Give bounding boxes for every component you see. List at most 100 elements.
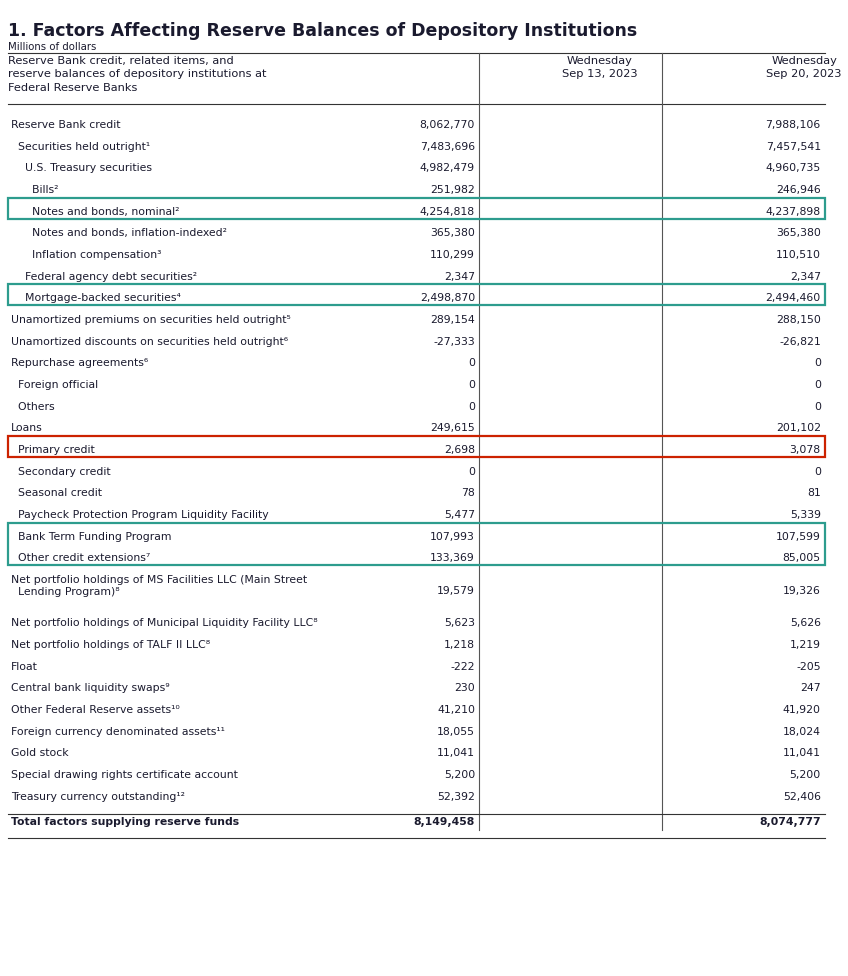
Text: 289,154: 289,154: [430, 315, 475, 325]
Text: Wednesday
Sep 13, 2023: Wednesday Sep 13, 2023: [562, 56, 638, 79]
Text: 4,254,818: 4,254,818: [420, 207, 475, 217]
Text: Federal agency debt securities²: Federal agency debt securities²: [11, 271, 197, 282]
Text: 107,993: 107,993: [430, 532, 475, 542]
Text: 2,698: 2,698: [444, 445, 475, 455]
Text: 5,339: 5,339: [789, 510, 821, 520]
Text: 19,579: 19,579: [437, 586, 475, 596]
Text: 41,920: 41,920: [783, 705, 821, 715]
Text: 11,041: 11,041: [437, 749, 475, 758]
Text: 78: 78: [461, 488, 475, 499]
Text: 133,369: 133,369: [430, 553, 475, 563]
Text: 3,078: 3,078: [789, 445, 821, 455]
Text: 8,149,458: 8,149,458: [414, 817, 475, 827]
Text: Wednesday
Sep 20, 2023: Wednesday Sep 20, 2023: [767, 56, 842, 79]
Text: 288,150: 288,150: [776, 315, 821, 325]
Bar: [8, 522, 825, 565]
Text: 8,074,777: 8,074,777: [759, 817, 821, 827]
Bar: [8, 197, 825, 219]
Text: Other Federal Reserve assets¹⁰: Other Federal Reserve assets¹⁰: [11, 705, 180, 715]
Text: U.S. Treasury securities: U.S. Treasury securities: [11, 163, 152, 174]
Text: Net portfolio holdings of TALF II LLC⁸: Net portfolio holdings of TALF II LLC⁸: [11, 640, 210, 650]
Text: Central bank liquidity swaps⁹: Central bank liquidity swaps⁹: [11, 683, 170, 693]
Text: 365,380: 365,380: [776, 228, 821, 238]
Bar: [8, 436, 825, 457]
Text: Secondary credit: Secondary credit: [11, 467, 110, 476]
Text: 41,210: 41,210: [437, 705, 475, 715]
Text: Reserve Bank credit, related items, and
reserve balances of depository instituti: Reserve Bank credit, related items, and …: [8, 56, 267, 93]
Text: 0: 0: [468, 380, 475, 390]
Text: 251,982: 251,982: [430, 185, 475, 195]
Text: 110,510: 110,510: [776, 250, 821, 260]
Text: Special drawing rights certificate account: Special drawing rights certificate accou…: [11, 770, 237, 780]
Text: Net portfolio holdings of Municipal Liquidity Facility LLC⁸: Net portfolio holdings of Municipal Liqu…: [11, 619, 317, 629]
Text: Primary credit: Primary credit: [11, 445, 95, 455]
Text: 11,041: 11,041: [783, 749, 821, 758]
Text: 0: 0: [468, 402, 475, 412]
Text: 4,982,479: 4,982,479: [420, 163, 475, 174]
Text: 230: 230: [455, 683, 475, 693]
Text: 7,483,696: 7,483,696: [420, 142, 475, 151]
Text: Unamortized discounts on securities held outright⁶: Unamortized discounts on securities held…: [11, 337, 288, 346]
Text: 52,392: 52,392: [437, 792, 475, 801]
Text: 365,380: 365,380: [430, 228, 475, 238]
Text: 5,626: 5,626: [789, 619, 821, 629]
Text: 1,219: 1,219: [789, 640, 821, 650]
Text: 0: 0: [814, 380, 821, 390]
Text: Notes and bonds, nominal²: Notes and bonds, nominal²: [11, 207, 179, 217]
Text: 0: 0: [814, 467, 821, 476]
Text: 0: 0: [814, 358, 821, 368]
Text: 1. Factors Affecting Reserve Balances of Depository Institutions: 1. Factors Affecting Reserve Balances of…: [8, 22, 638, 40]
Text: 18,055: 18,055: [437, 727, 475, 737]
Text: 247: 247: [801, 683, 821, 693]
Text: 4,237,898: 4,237,898: [766, 207, 821, 217]
Text: Millions of dollars: Millions of dollars: [8, 42, 97, 52]
Text: Net portfolio holdings of MS Facilities LLC (Main Street
  Lending Program)⁸: Net portfolio holdings of MS Facilities …: [11, 575, 307, 597]
Text: Gold stock: Gold stock: [11, 749, 69, 758]
Text: 0: 0: [468, 467, 475, 476]
Text: 19,326: 19,326: [783, 586, 821, 596]
Text: 2,347: 2,347: [789, 271, 821, 282]
Text: Mortgage-backed securities⁴: Mortgage-backed securities⁴: [11, 294, 181, 304]
Text: 18,024: 18,024: [783, 727, 821, 737]
Text: 81: 81: [807, 488, 821, 499]
Text: Paycheck Protection Program Liquidity Facility: Paycheck Protection Program Liquidity Fa…: [11, 510, 269, 520]
Text: 85,005: 85,005: [783, 553, 821, 563]
Text: Repurchase agreements⁶: Repurchase agreements⁶: [11, 358, 148, 368]
Text: Notes and bonds, inflation-indexed²: Notes and bonds, inflation-indexed²: [11, 228, 226, 238]
Text: 7,457,541: 7,457,541: [766, 142, 821, 151]
Text: 5,623: 5,623: [444, 619, 475, 629]
Text: Reserve Bank credit: Reserve Bank credit: [11, 120, 120, 130]
Text: Treasury currency outstanding¹²: Treasury currency outstanding¹²: [11, 792, 185, 801]
Text: Float: Float: [11, 662, 37, 671]
Text: 110,299: 110,299: [430, 250, 475, 260]
Text: 0: 0: [814, 402, 821, 412]
Text: 107,599: 107,599: [776, 532, 821, 542]
Text: Bills²: Bills²: [11, 185, 59, 195]
Text: 249,615: 249,615: [430, 424, 475, 433]
Text: -26,821: -26,821: [779, 337, 821, 346]
Text: 7,988,106: 7,988,106: [766, 120, 821, 130]
Text: 5,200: 5,200: [789, 770, 821, 780]
Text: 5,477: 5,477: [444, 510, 475, 520]
Text: Bank Term Funding Program: Bank Term Funding Program: [11, 532, 171, 542]
Text: 1,218: 1,218: [444, 640, 475, 650]
Text: -222: -222: [450, 662, 475, 671]
Text: Total factors supplying reserve funds: Total factors supplying reserve funds: [11, 817, 239, 827]
Text: 201,102: 201,102: [776, 424, 821, 433]
Text: Others: Others: [11, 402, 54, 412]
Text: Foreign currency denominated assets¹¹: Foreign currency denominated assets¹¹: [11, 727, 225, 737]
Text: 8,062,770: 8,062,770: [420, 120, 475, 130]
Text: 246,946: 246,946: [776, 185, 821, 195]
Bar: [8, 284, 825, 305]
Text: 4,960,735: 4,960,735: [766, 163, 821, 174]
Text: Loans: Loans: [11, 424, 42, 433]
Text: Foreign official: Foreign official: [11, 380, 98, 390]
Text: Unamortized premiums on securities held outright⁵: Unamortized premiums on securities held …: [11, 315, 291, 325]
Text: Other credit extensions⁷: Other credit extensions⁷: [11, 553, 150, 563]
Text: 52,406: 52,406: [783, 792, 821, 801]
Text: Securities held outright¹: Securities held outright¹: [11, 142, 150, 151]
Text: 2,494,460: 2,494,460: [766, 294, 821, 304]
Text: Inflation compensation³: Inflation compensation³: [11, 250, 161, 260]
Text: -27,333: -27,333: [433, 337, 475, 346]
Text: Seasonal credit: Seasonal credit: [11, 488, 102, 499]
